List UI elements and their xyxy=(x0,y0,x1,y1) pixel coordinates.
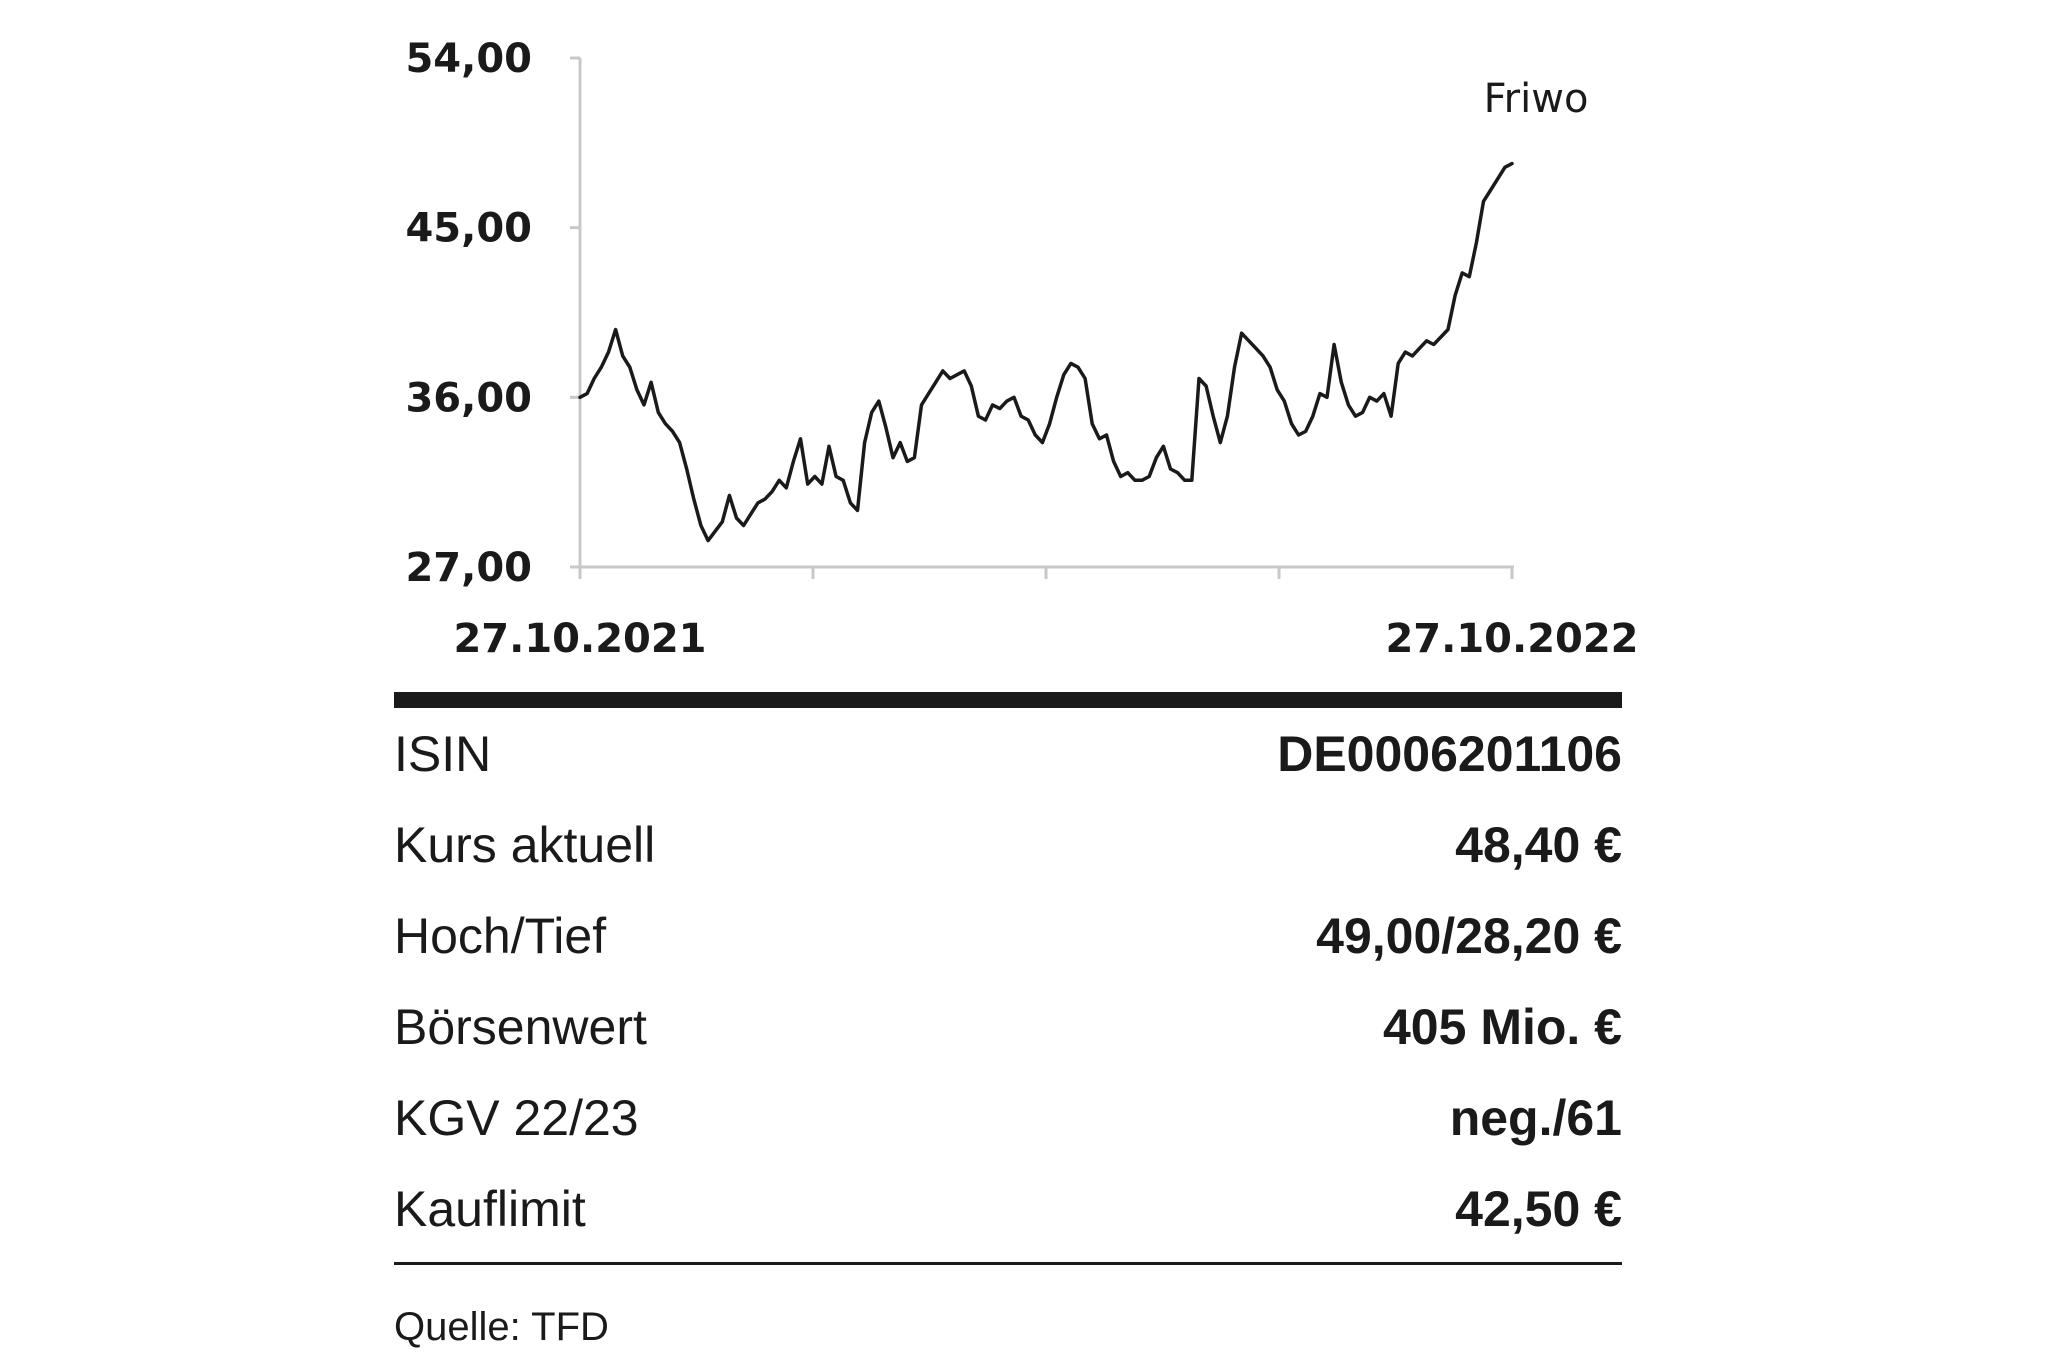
series-label: Friwo xyxy=(1484,76,1589,122)
table-row: Hoch/Tief 49,00/28,20 € xyxy=(394,890,1622,981)
row-value: 48,40 € xyxy=(1455,816,1622,873)
table-row: Börsenwert 405 Mio. € xyxy=(394,981,1622,1072)
x-tick-label: 27.10.2022 xyxy=(1385,616,1638,662)
table-top-rule xyxy=(394,692,1622,708)
y-tick-label: 36,00 xyxy=(405,375,532,421)
x-axis: 27.10.2021 27.10.2022 xyxy=(453,565,1639,662)
y-axis: 54,00 45,00 36,00 27,00 xyxy=(405,36,582,591)
row-label: Börsenwert xyxy=(394,998,647,1055)
y-tick-label: 45,00 xyxy=(405,206,532,252)
y-tick-label: 54,00 xyxy=(405,36,532,82)
table-row: Kurs aktuell 48,40 € xyxy=(394,799,1622,890)
series-layer xyxy=(578,161,1514,543)
row-value: DE0006201106 xyxy=(1277,725,1622,782)
row-label: ISIN xyxy=(394,725,492,782)
x-tick-label: 27.10.2021 xyxy=(453,616,706,662)
series-line-friwo xyxy=(578,161,1514,543)
row-label: Kurs aktuell xyxy=(394,816,656,873)
row-value: 42,50 € xyxy=(1455,1180,1622,1237)
y-tick-label: 27,00 xyxy=(405,545,532,591)
row-value: neg./61 xyxy=(1449,1089,1622,1146)
table-row: KGV 22/23 neg./61 xyxy=(394,1072,1622,1163)
row-label: KGV 22/23 xyxy=(394,1089,639,1146)
table-row: Kauflimit 42,50 € xyxy=(394,1163,1622,1254)
row-value: 49,00/28,20 € xyxy=(1316,907,1622,964)
row-value: 405 Mio. € xyxy=(1383,998,1622,1055)
table-bottom-rule xyxy=(394,1262,1622,1265)
key-facts-table: ISIN DE0006201106 Kurs aktuell 48,40 € H… xyxy=(394,692,1622,1265)
row-label: Kauflimit xyxy=(394,1180,586,1237)
table-row: ISIN DE0006201106 xyxy=(394,708,1622,799)
source-note: Quelle: TFD xyxy=(394,1305,609,1349)
row-label: Hoch/Tief xyxy=(394,907,607,964)
